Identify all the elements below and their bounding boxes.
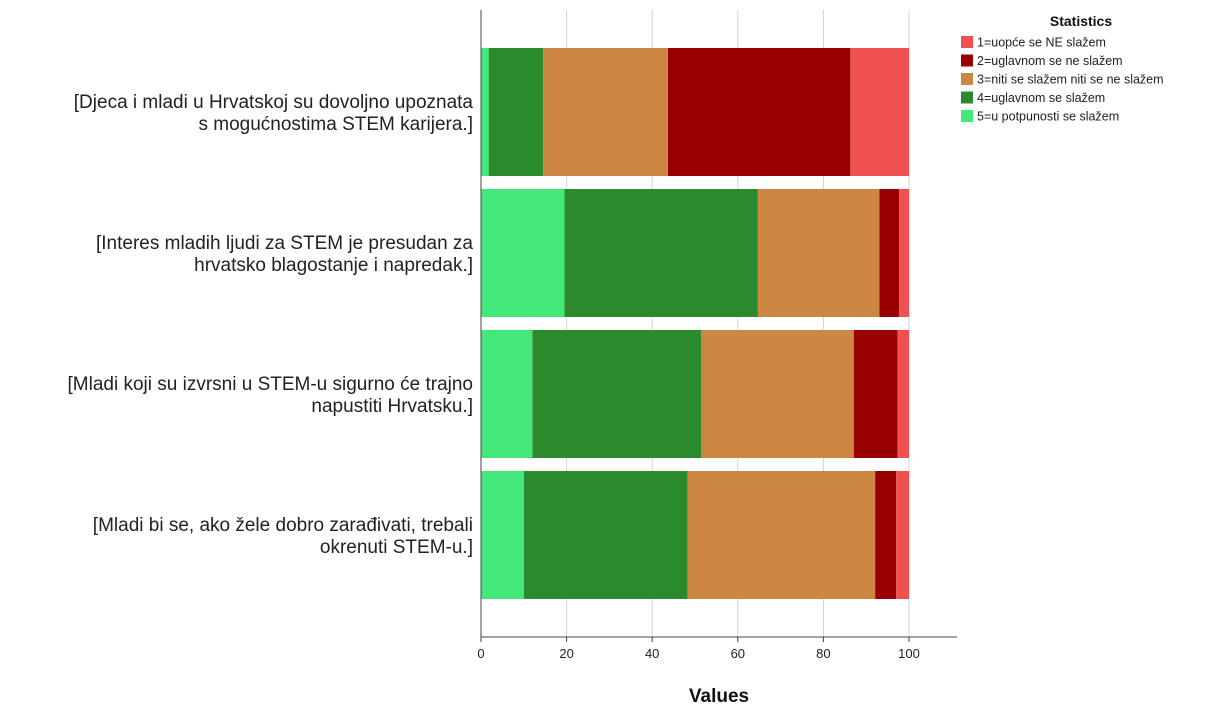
bar-segment bbox=[687, 471, 876, 599]
legend: Statistics 1=uopće se NE slažem 2=uglavno… bbox=[961, 13, 1164, 124]
bar-segment bbox=[897, 330, 909, 458]
category-label-line: [Djeca i mladi u Hrvatskoj su dovoljno u… bbox=[74, 92, 474, 113]
legend-label: 2=uglavnom se ne slažem bbox=[977, 54, 1123, 68]
category-label: [Interes mladih ljudi za STEM je presuda… bbox=[96, 233, 473, 276]
legend-swatch bbox=[961, 36, 973, 48]
bar-segment bbox=[481, 189, 565, 317]
category-label: [Mladi bi se, ako žele dobro zarađivati,… bbox=[93, 515, 473, 558]
bar-segment bbox=[564, 189, 758, 317]
bar-segment bbox=[896, 471, 909, 599]
legend-label: 5=u potpunosti se slažem bbox=[977, 110, 1119, 124]
x-tick-label: 60 bbox=[731, 646, 745, 661]
bar-segment bbox=[850, 48, 909, 176]
bar-segment bbox=[481, 48, 489, 176]
bar-segment bbox=[668, 48, 851, 176]
bar-segment bbox=[481, 330, 533, 458]
legend-title: Statistics bbox=[1050, 13, 1112, 29]
legend-swatch bbox=[961, 73, 973, 85]
bar-segment bbox=[879, 189, 900, 317]
category-label-line: okrenuti STEM-u.] bbox=[320, 537, 473, 558]
legend-swatch bbox=[961, 91, 973, 104]
category-label-line: hrvatsko blagostanje i napredak.] bbox=[194, 255, 473, 276]
category-labels: [Djeca i mladi u Hrvatskoj su dovoljno u… bbox=[68, 92, 474, 558]
category-label: [Mladi koji su izvrsni u STEM-u sigurno … bbox=[68, 374, 473, 417]
bars bbox=[481, 48, 909, 599]
legend-swatch bbox=[961, 110, 973, 122]
bar-segment bbox=[523, 471, 688, 599]
bar-segment bbox=[532, 330, 701, 458]
bar-segment bbox=[875, 471, 897, 599]
bar-segment bbox=[853, 330, 898, 458]
bar-segment bbox=[700, 330, 854, 458]
legend-label: 1=uopće se NE slažem bbox=[977, 36, 1106, 50]
category-label-line: [Mladi bi se, ako žele dobro zarađivati,… bbox=[93, 515, 473, 536]
legend-swatch bbox=[961, 54, 973, 67]
bar-segment bbox=[488, 48, 544, 176]
x-tick-label: 40 bbox=[645, 646, 659, 661]
bar-segment bbox=[543, 48, 669, 176]
category-label-line: s mogućnostima STEM karijera.] bbox=[198, 114, 473, 135]
legend-label: 3=niti se slažem niti se ne slažem bbox=[977, 73, 1164, 87]
bar-segment bbox=[757, 189, 880, 317]
category-label-line: napustiti Hrvatsku.] bbox=[311, 396, 473, 417]
x-tick-label: 100 bbox=[898, 646, 920, 661]
bar-segment bbox=[899, 189, 909, 317]
axes bbox=[480, 10, 957, 638]
legend-label: 4=uglavnom se slažem bbox=[977, 91, 1105, 105]
x-ticks: 0 20 40 60 80 100 bbox=[477, 637, 920, 661]
category-label-line: [Mladi koji su izvrsni u STEM-u sigurno … bbox=[68, 374, 473, 395]
x-tick-label: 0 bbox=[477, 646, 484, 661]
category-label: [Djeca i mladi u Hrvatskoj su dovoljno u… bbox=[74, 92, 474, 135]
category-label-line: [Interes mladih ljudi za STEM je presuda… bbox=[96, 233, 473, 254]
x-tick-label: 20 bbox=[559, 646, 573, 661]
x-axis-title: Values bbox=[689, 686, 749, 704]
x-tick-label: 80 bbox=[816, 646, 830, 661]
bar-segment bbox=[481, 471, 524, 599]
